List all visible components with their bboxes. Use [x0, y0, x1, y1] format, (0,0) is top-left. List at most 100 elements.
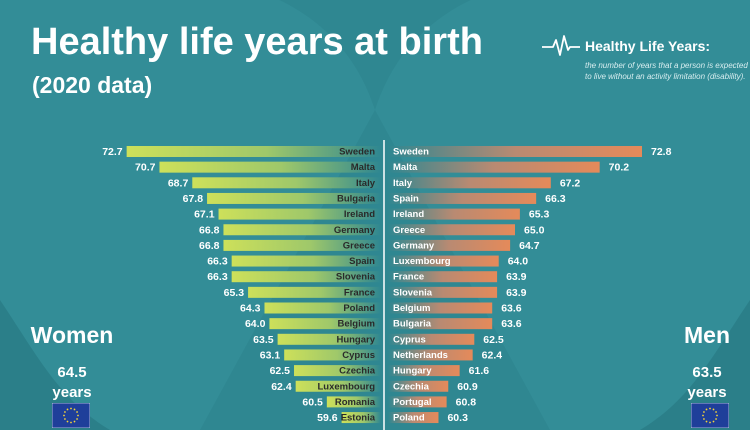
flag-star	[64, 418, 66, 420]
category-label-men: France	[393, 272, 424, 283]
category-label-women: Romania	[335, 397, 376, 408]
bar-men	[388, 224, 515, 236]
category-label-women: Malta	[351, 162, 376, 173]
bar-men	[388, 412, 439, 424]
page-title: Healthy life years at birth	[31, 21, 483, 63]
bar-women	[341, 412, 381, 424]
eu-flag-icon	[691, 403, 729, 428]
bar-men	[388, 146, 642, 157]
data-label-women: 65.3	[224, 287, 245, 299]
data-label-women: 59.6	[317, 412, 338, 424]
definition-heading: Healthy Life Years:	[585, 38, 711, 54]
women-average-unit: years	[52, 384, 92, 401]
category-label-women: Spain	[349, 256, 375, 267]
category-label-men: Slovenia	[393, 287, 433, 298]
bar-men	[388, 302, 493, 314]
men-average-value: 63.5	[692, 364, 722, 381]
bar-women	[294, 365, 381, 377]
bar-women	[159, 161, 381, 173]
category-label-men: Italy	[393, 178, 413, 189]
bar-women	[231, 255, 381, 267]
category-label-men: Portugal	[393, 397, 432, 408]
category-label-men: Czechia	[393, 381, 430, 392]
category-label-men: Cyprus	[393, 334, 426, 345]
category-label-men: Poland	[393, 413, 425, 424]
men-average-unit: years	[687, 384, 727, 401]
bar-men	[388, 239, 511, 251]
category-label-women: Belgium	[338, 319, 375, 330]
bar-women	[223, 224, 381, 236]
men-summary: Men 63.5 years	[662, 322, 750, 401]
flag-star	[73, 408, 76, 411]
category-label-men: Spain	[393, 193, 419, 204]
definition-text: the number of years that a person is exp…	[585, 61, 748, 81]
bar-women	[264, 302, 381, 314]
bar-men	[388, 365, 460, 377]
eu-flag-icon	[52, 403, 90, 428]
flag-star	[705, 420, 708, 423]
flag-star	[712, 420, 715, 423]
data-label-men: 70.2	[609, 162, 630, 174]
data-label-women: 67.1	[194, 209, 215, 221]
flag-star	[63, 414, 65, 417]
bar-men	[388, 192, 537, 204]
flag-star	[709, 421, 711, 424]
bar-women	[218, 208, 381, 220]
bar-women	[231, 271, 381, 283]
bar-men	[388, 318, 493, 330]
page-subtitle: (2020 data)	[32, 72, 153, 98]
data-label-men: 64.7	[519, 240, 540, 252]
category-label-women: Cyprus	[342, 350, 375, 361]
category-label-women: France	[344, 287, 375, 298]
flag-star	[76, 411, 78, 413]
category-label-men: Netherlands	[393, 350, 448, 361]
category-label-women: Greece	[343, 240, 375, 251]
flag-star	[716, 414, 718, 417]
data-label-men: 63.6	[501, 318, 522, 330]
bar-men	[388, 396, 447, 408]
data-label-women: 66.3	[207, 256, 228, 268]
bar-women	[326, 396, 381, 408]
data-label-men: 67.2	[560, 177, 581, 189]
category-label-men: Belgium	[393, 303, 430, 314]
bar-men	[388, 380, 449, 392]
bar-men	[388, 333, 475, 345]
bar-women	[284, 349, 381, 361]
data-label-women: 66.3	[207, 271, 228, 283]
data-label-men: 60.3	[447, 412, 468, 424]
bar-men	[388, 208, 520, 220]
data-label-men: 61.6	[469, 365, 490, 377]
data-label-men: 65.0	[524, 224, 545, 236]
data-label-women: 68.7	[168, 177, 189, 189]
flag-star	[64, 411, 66, 413]
data-label-women: 66.8	[199, 224, 220, 236]
women-average-value: 64.5	[57, 364, 87, 381]
women-bars-group: Sweden 72.7 Malta 70.7 Italy 68.7 Bulgaria 67.8…	[102, 146, 382, 424]
women-label: Women	[30, 322, 114, 348]
bar-women	[223, 239, 381, 251]
data-label-men: 64.0	[508, 256, 529, 268]
bar-women	[277, 333, 381, 345]
category-label-men: Bulgaria	[393, 319, 432, 330]
data-label-men: 63.9	[506, 287, 527, 299]
flag-star	[703, 411, 705, 413]
category-label-women: Bulgaria	[337, 193, 376, 204]
women-summary: Women 64.5 years	[22, 322, 122, 401]
category-label-men: Germany	[393, 240, 435, 251]
data-label-women: 70.7	[135, 162, 156, 174]
flag-star	[70, 421, 72, 424]
category-label-women: Luxembourg	[317, 381, 375, 392]
data-label-men: 66.3	[545, 193, 566, 205]
bar-women	[192, 177, 381, 189]
data-label-women: 67.8	[183, 193, 204, 205]
bar-men	[388, 255, 499, 267]
category-label-women: Hungary	[336, 334, 375, 345]
data-label-women: 66.8	[199, 240, 220, 252]
data-label-men: 60.9	[457, 381, 478, 393]
bar-women	[248, 286, 381, 298]
data-label-women: 63.1	[260, 349, 281, 361]
bar-women	[269, 318, 381, 330]
data-label-men: 63.9	[506, 271, 527, 283]
men-bars-group: Sweden 72.8 Malta 70.2 Italy 67.2 Spain 66.3 Ire…	[388, 146, 672, 424]
flag-star	[702, 414, 704, 417]
